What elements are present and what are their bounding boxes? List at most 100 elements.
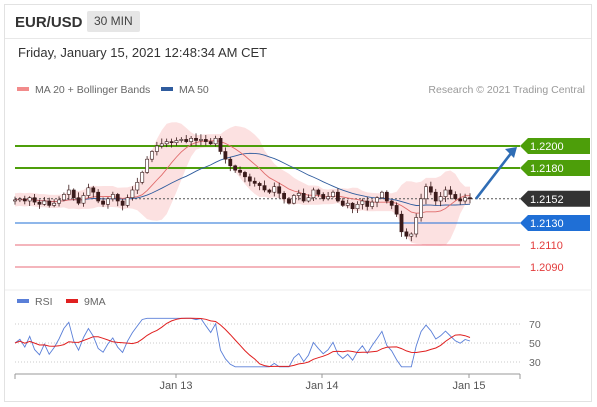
candle-body [47, 200, 52, 206]
candle-body [428, 186, 433, 193]
candle-body [91, 187, 96, 193]
candle-body [125, 197, 130, 206]
candle-body [394, 205, 399, 215]
level-label-1.2090: 1.2090 [530, 262, 564, 274]
candle-body [86, 187, 91, 196]
level-tag-1.2152 [520, 190, 590, 207]
rsi-legend-label-0: RSI [35, 296, 53, 308]
legend-swatch-1 [161, 87, 173, 91]
candle-body [247, 176, 252, 182]
candle-body [150, 151, 154, 160]
candle-body [76, 197, 81, 204]
candle-body [468, 197, 472, 200]
candle-body [13, 199, 17, 202]
rsi-ytick-50: 50 [529, 338, 541, 350]
candle-body [340, 200, 345, 206]
candle-body [17, 198, 22, 201]
candle-body [130, 189, 135, 198]
candle-body [101, 200, 105, 205]
xtick-label-0: Jan 13 [159, 380, 192, 392]
candle-body [159, 143, 164, 147]
candle-body [277, 186, 282, 194]
level-label-1.2200: 1.2200 [530, 141, 564, 153]
candle-body [296, 193, 301, 196]
candle-body [184, 139, 189, 142]
candle-body [345, 202, 350, 206]
header-divider [5, 38, 591, 39]
candle-body [169, 141, 174, 144]
level-tag-1.2200 [520, 138, 590, 154]
candle-body [365, 200, 370, 207]
candle-body [223, 151, 228, 160]
timeframe-badge[interactable]: 30 MIN [87, 11, 140, 32]
research-credit: Research © 2021 Trading Central [428, 84, 585, 96]
candle-body [37, 201, 42, 205]
legend-swatch-0 [17, 87, 29, 91]
candle-body [424, 186, 428, 200]
candle-body [32, 197, 37, 203]
candle-body [257, 183, 262, 186]
candle-body [375, 197, 379, 203]
rsi-ma-line [14, 317, 471, 368]
candle-body [384, 191, 389, 202]
candle-body [291, 195, 296, 204]
candle-body [287, 198, 291, 204]
candle-body [154, 145, 159, 152]
candle-body [208, 141, 213, 145]
rsi-legend-swatch-0 [17, 299, 29, 303]
candle-body [463, 197, 468, 202]
candle-body [419, 198, 423, 218]
rsi-ytick-70: 70 [529, 319, 541, 331]
candle-body [243, 172, 247, 178]
symbol-title: EUR/USD [15, 14, 83, 31]
rsi-legend-swatch-1 [66, 299, 78, 303]
candle-body [135, 182, 140, 191]
candle-body [228, 158, 233, 167]
candle-body [453, 194, 458, 200]
candle-body [355, 204, 360, 210]
level-label-1.2110: 1.2110 [530, 240, 563, 252]
candle-body [218, 138, 223, 152]
forecast-arrow-shaft [474, 151, 514, 200]
candle-body [164, 141, 169, 145]
candle-body [140, 172, 145, 183]
candle-body [110, 194, 115, 200]
candle-body [458, 198, 463, 202]
candle-body [262, 185, 267, 191]
candle-body [233, 165, 238, 171]
candle-body [443, 189, 448, 197]
candles [13, 133, 472, 242]
candle-body [96, 191, 101, 202]
candle-body [52, 202, 57, 206]
candle-body [189, 138, 194, 142]
candle-body [331, 191, 335, 197]
candle-body [380, 191, 384, 198]
rsi-ytick-30: 30 [529, 357, 541, 369]
candle-body [404, 231, 409, 237]
candle-body [267, 189, 272, 193]
candle-body [370, 201, 375, 207]
xtick-label-2: Jan 15 [452, 380, 485, 392]
candle-body [433, 191, 438, 202]
rsi-legend-label-1: 9MA [84, 296, 106, 308]
rsi-line [14, 317, 471, 368]
candle-body [301, 193, 306, 202]
candle-body [81, 195, 86, 204]
candle-body [326, 196, 331, 200]
xtick-label-1: Jan 14 [305, 380, 338, 392]
level-label-1.2152: 1.2152 [530, 194, 564, 206]
candle-body [203, 139, 208, 142]
candle-body [448, 189, 453, 195]
level-tag-1.2180 [520, 160, 590, 176]
candle-body [213, 138, 218, 145]
candle-body [115, 194, 120, 202]
candle-body [399, 213, 404, 233]
candle-body [145, 158, 149, 173]
candle-body [71, 189, 76, 198]
candle-body [414, 217, 419, 235]
candle-body [316, 189, 321, 195]
candle-body [306, 197, 311, 202]
candle-body [252, 180, 257, 184]
candle-body [199, 139, 203, 141]
candle-body [311, 189, 316, 198]
